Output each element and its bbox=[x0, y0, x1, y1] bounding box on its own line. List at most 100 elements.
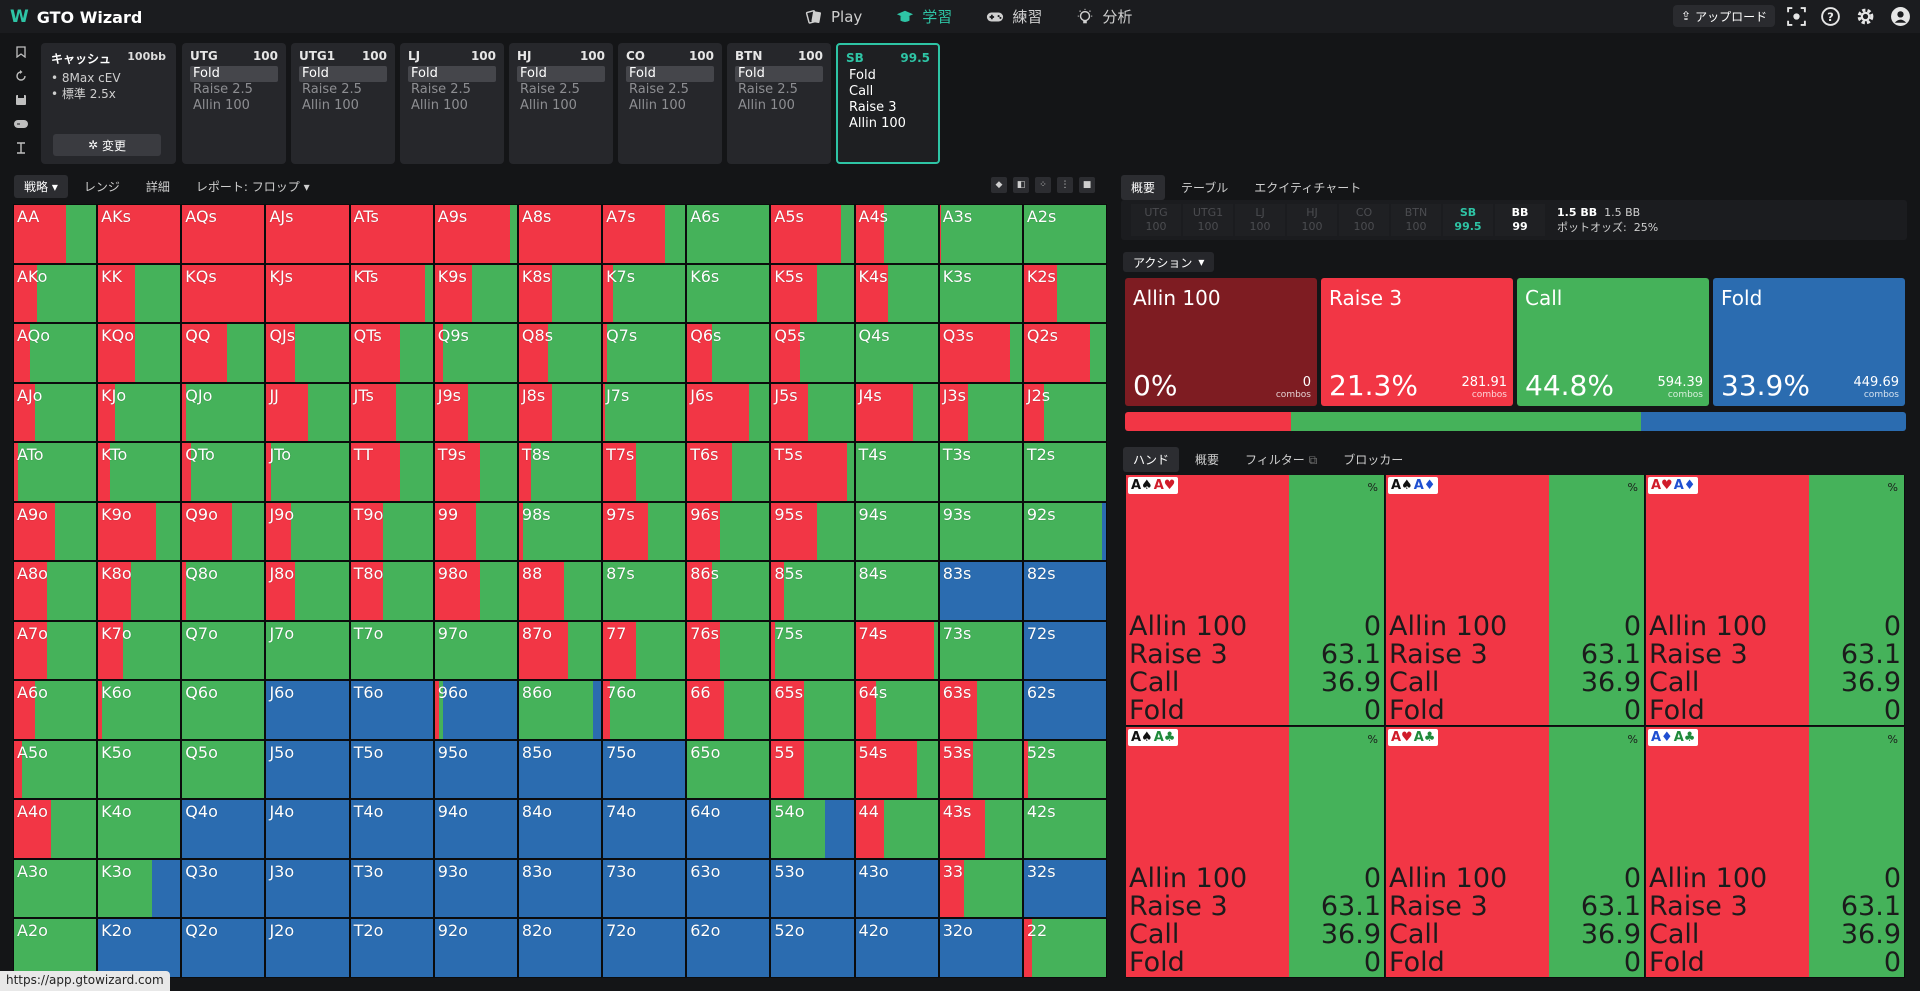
hand-cell[interactable]: T9s bbox=[433, 442, 518, 502]
hand-cell[interactable]: K4s bbox=[854, 263, 939, 324]
hand-cell[interactable]: Q4s bbox=[854, 323, 939, 383]
screenshot-icon[interactable] bbox=[1786, 6, 1807, 27]
hand-cell[interactable]: K5s bbox=[770, 263, 855, 324]
hand-cell[interactable]: TT bbox=[349, 442, 434, 502]
position-action-option[interactable]: Raise 2.5 bbox=[193, 82, 253, 97]
stack-item-sb[interactable]: SB 99.5 bbox=[1443, 204, 1493, 236]
hand-cell[interactable]: A9o bbox=[13, 501, 98, 562]
hand-cell[interactable]: A6o bbox=[13, 680, 98, 740]
hand-cell[interactable]: Q5o bbox=[181, 739, 266, 800]
hand-cell[interactable]: AQo bbox=[13, 323, 98, 383]
stack-item-utg[interactable]: UTG 100 bbox=[1131, 204, 1181, 236]
hand-cell[interactable]: QQ bbox=[181, 323, 266, 383]
hand-cell[interactable]: A3s bbox=[938, 204, 1023, 264]
hand-cell[interactable]: K8s bbox=[517, 263, 603, 324]
stack-item-utg1[interactable]: UTG1 100 bbox=[1183, 204, 1233, 236]
hand-cell[interactable]: J7o bbox=[265, 620, 350, 681]
practice-gamepad-icon[interactable] bbox=[10, 116, 32, 132]
hand-cell[interactable]: J4s bbox=[854, 382, 939, 443]
hand-cell[interactable]: AA bbox=[13, 204, 98, 264]
hand-cell[interactable]: 62s bbox=[1022, 680, 1107, 740]
position-action-option[interactable]: Allin 100 bbox=[411, 98, 468, 113]
hand-cell[interactable]: 97s bbox=[602, 501, 687, 562]
hand-cell[interactable]: 74o bbox=[602, 799, 687, 859]
hand-cell[interactable]: 63s bbox=[938, 680, 1023, 740]
hand-cell[interactable]: A4o bbox=[13, 799, 98, 859]
position-action-option[interactable]: Raise 3 bbox=[849, 100, 897, 115]
tab-overview[interactable]: 概要 bbox=[1121, 175, 1166, 200]
hand-cell[interactable]: J8s bbox=[517, 382, 603, 443]
hand-cell[interactable]: 52s bbox=[1022, 739, 1107, 800]
hand-combo-cell[interactable]: A♦ A♣% Allin 100 0 Raise 3 63.1 Call 36.9 Fold 0 bbox=[1646, 727, 1905, 978]
hand-cell[interactable]: QJo bbox=[181, 382, 266, 443]
position-action-option[interactable]: Fold bbox=[190, 66, 278, 82]
nav-analyze[interactable]: 分析 bbox=[1076, 6, 1132, 27]
hand-cell[interactable]: K3o bbox=[97, 858, 182, 919]
position-card-utg1[interactable]: UTG1 100 Fold Raise 2.5 Allin 100 bbox=[291, 43, 395, 164]
hand-cell[interactable]: KQo bbox=[97, 323, 182, 383]
hand-cell[interactable]: J6s bbox=[686, 382, 771, 443]
hand-cell[interactable]: A2o bbox=[13, 918, 98, 978]
hand-cell[interactable]: 88 bbox=[517, 561, 603, 621]
hand-cell[interactable]: A5o bbox=[13, 739, 98, 800]
hand-cell[interactable]: 32s bbox=[1022, 858, 1107, 919]
hand-cell[interactable]: 92s bbox=[1022, 501, 1107, 562]
hand-cell[interactable]: AKo bbox=[13, 263, 98, 324]
hand-cell[interactable]: 98o bbox=[433, 561, 518, 621]
hand-cell[interactable]: A4s bbox=[854, 204, 939, 264]
nav-play[interactable]: Play bbox=[805, 8, 862, 26]
hand-cell[interactable]: 53s bbox=[938, 739, 1023, 800]
hand-cell[interactable]: 32o bbox=[938, 918, 1023, 978]
hand-combo-cell[interactable]: A♠ A♥% Allin 100 0 Raise 3 63.1 Call 36.9 Fold 0 bbox=[1126, 475, 1385, 726]
hand-cell[interactable]: A8s bbox=[517, 204, 603, 264]
position-card-utg[interactable]: UTG 100 Fold Raise 2.5 Allin 100 bbox=[182, 43, 286, 164]
stack-item-hj[interactable]: HJ 100 bbox=[1287, 204, 1337, 236]
hand-cell[interactable]: T2o bbox=[349, 918, 434, 978]
hand-cell[interactable]: K6o bbox=[97, 680, 182, 740]
hand-cell[interactable]: 64o bbox=[686, 799, 771, 859]
hand-cell[interactable]: Q3s bbox=[938, 323, 1023, 383]
hand-cell[interactable]: QTs bbox=[349, 323, 434, 383]
hand-cell[interactable]: T5s bbox=[770, 442, 855, 502]
position-action-option[interactable]: Raise 2.5 bbox=[629, 82, 689, 97]
hand-cell[interactable]: K6s bbox=[686, 263, 771, 324]
hand-cell[interactable]: ATs bbox=[349, 204, 434, 264]
hand-cell[interactable]: 74s bbox=[854, 620, 939, 681]
position-action-option[interactable]: Allin 100 bbox=[520, 98, 577, 113]
hand-cell[interactable]: KJs bbox=[265, 263, 350, 324]
hand-cell[interactable]: JJ bbox=[265, 382, 350, 443]
hand-cell[interactable]: J5o bbox=[265, 739, 350, 800]
change-settings-button[interactable]: ✲ 変更 bbox=[53, 134, 161, 156]
hand-cell[interactable]: 73s bbox=[938, 620, 1023, 681]
position-action-option[interactable]: Raise 2.5 bbox=[411, 82, 471, 97]
save-icon[interactable] bbox=[10, 92, 32, 108]
hand-cell[interactable]: 73o bbox=[602, 858, 687, 919]
hand-cell[interactable]: 84s bbox=[854, 561, 939, 621]
hand-cell[interactable]: AJs bbox=[265, 204, 350, 264]
hand-cell[interactable]: 75s bbox=[770, 620, 855, 681]
hand-cell[interactable]: 42o bbox=[854, 918, 939, 978]
hand-cell[interactable]: 82o bbox=[517, 918, 603, 978]
grid-small-icon[interactable]: ⁘ bbox=[1035, 177, 1051, 193]
hand-combo-cell[interactable]: A♠ A♦% Allin 100 0 Raise 3 63.1 Call 36.9 Fold 0 bbox=[1386, 475, 1645, 726]
tab-blockers[interactable]: ブロッカー bbox=[1333, 447, 1413, 472]
hand-cell[interactable]: 62o bbox=[686, 918, 771, 978]
hand-cell[interactable]: 93s bbox=[938, 501, 1023, 562]
hand-cell[interactable]: 94s bbox=[854, 501, 939, 562]
hand-cell[interactable]: 97o bbox=[433, 620, 518, 681]
hand-cell[interactable]: K9s bbox=[433, 263, 518, 324]
hand-cell[interactable]: 76o bbox=[602, 680, 687, 740]
hand-cell[interactable]: T3s bbox=[938, 442, 1023, 502]
hand-cell[interactable]: KTo bbox=[97, 442, 182, 502]
hand-cell[interactable]: T7o bbox=[349, 620, 434, 681]
hand-cell[interactable]: Q8s bbox=[517, 323, 603, 383]
position-action-option[interactable]: Fold bbox=[849, 68, 876, 83]
hand-cell[interactable]: 84o bbox=[517, 799, 603, 859]
hand-cell[interactable]: ATo bbox=[13, 442, 98, 502]
position-action-option[interactable]: Allin 100 bbox=[738, 98, 795, 113]
hand-cell[interactable]: JTs bbox=[349, 382, 434, 443]
hand-cell[interactable]: 87o bbox=[517, 620, 603, 681]
hand-cell[interactable]: 66 bbox=[686, 680, 771, 740]
hand-cell[interactable]: 33 bbox=[938, 858, 1023, 919]
hand-cell[interactable]: K2s bbox=[1022, 263, 1107, 324]
